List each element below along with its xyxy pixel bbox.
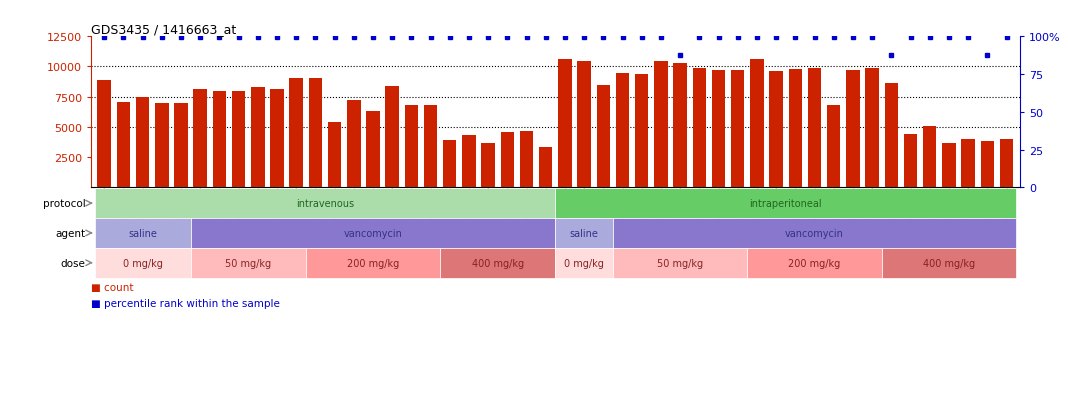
Bar — [366, 112, 380, 188]
Bar — [616, 74, 629, 188]
Bar — [270, 90, 284, 188]
Bar — [97, 81, 111, 188]
Bar — [578, 62, 591, 188]
Text: dose: dose — [61, 258, 85, 268]
Text: vancomycin: vancomycin — [344, 228, 403, 238]
Bar — [846, 71, 860, 188]
Bar — [980, 142, 994, 188]
Text: 400 mg/kg: 400 mg/kg — [472, 258, 523, 268]
Text: 0 mg/kg: 0 mg/kg — [564, 258, 604, 268]
Bar — [711, 71, 725, 188]
Text: 50 mg/kg: 50 mg/kg — [225, 258, 271, 268]
Text: agent: agent — [56, 228, 85, 238]
Text: protocol: protocol — [43, 199, 85, 209]
Bar — [559, 60, 571, 188]
Text: intraperitoneal: intraperitoneal — [750, 199, 822, 209]
Text: 0 mg/kg: 0 mg/kg — [123, 258, 162, 268]
Text: saline: saline — [569, 228, 598, 238]
Bar — [443, 140, 456, 188]
Bar — [520, 132, 533, 188]
Text: 50 mg/kg: 50 mg/kg — [657, 258, 703, 268]
Text: GDS3435 / 1416663_at: GDS3435 / 1416663_at — [91, 23, 236, 36]
Bar — [961, 140, 975, 188]
Bar — [923, 127, 937, 188]
Bar — [750, 60, 764, 188]
Bar — [1000, 140, 1014, 188]
Text: 200 mg/kg: 200 mg/kg — [788, 258, 841, 268]
Bar — [597, 85, 610, 188]
Bar — [904, 134, 917, 188]
Bar — [807, 69, 821, 188]
Bar — [865, 69, 879, 188]
Bar — [539, 147, 552, 188]
Bar — [731, 71, 744, 188]
Bar — [424, 106, 437, 188]
Bar — [193, 90, 207, 188]
Bar — [827, 106, 841, 188]
Bar — [942, 143, 956, 188]
Text: 200 mg/kg: 200 mg/kg — [347, 258, 399, 268]
Bar — [232, 91, 246, 188]
Bar — [482, 143, 494, 188]
Text: ■ percentile rank within the sample: ■ percentile rank within the sample — [91, 299, 280, 309]
Text: vancomycin: vancomycin — [785, 228, 844, 238]
Bar — [289, 79, 303, 188]
Bar — [328, 123, 342, 188]
Bar — [116, 102, 130, 188]
Bar — [136, 98, 150, 188]
Bar — [347, 101, 361, 188]
Text: saline: saline — [128, 228, 157, 238]
Bar — [405, 106, 418, 188]
Bar — [386, 87, 399, 188]
Bar — [174, 104, 188, 188]
Bar — [788, 70, 802, 188]
Bar — [462, 136, 475, 188]
Bar — [309, 79, 323, 188]
Text: intravenous: intravenous — [296, 199, 355, 209]
Bar — [693, 69, 706, 188]
Bar — [501, 133, 514, 188]
Bar — [213, 91, 226, 188]
Bar — [155, 104, 169, 188]
Bar — [674, 64, 687, 188]
Text: ■ count: ■ count — [91, 282, 134, 292]
Text: 400 mg/kg: 400 mg/kg — [923, 258, 975, 268]
Bar — [655, 62, 668, 188]
Bar — [635, 75, 648, 188]
Bar — [884, 84, 898, 188]
Bar — [769, 72, 783, 188]
Bar — [251, 88, 265, 188]
